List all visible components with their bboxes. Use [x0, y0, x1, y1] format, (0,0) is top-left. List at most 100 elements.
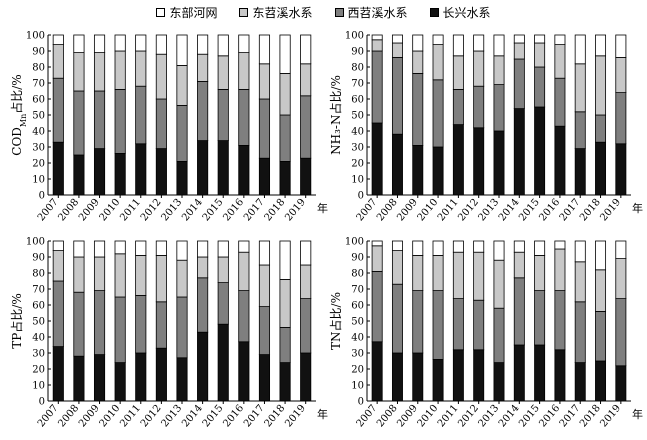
bar-segment-nh3-n — [391, 34, 403, 44]
x-tick-label-nh3-n: 2016 — [537, 197, 562, 224]
bar-segment-tp — [73, 355, 85, 402]
y-tick-label-nh3-n: 30 — [351, 143, 364, 154]
bar-segment-tn — [513, 251, 525, 279]
y-tick-label-tp: 50 — [32, 317, 45, 328]
y-tick-label-cod-mn: 100 — [26, 31, 45, 42]
bar-segment-tp — [300, 352, 312, 402]
bar-segment-tn — [554, 248, 566, 291]
bar-segment-nh3-n — [432, 79, 444, 148]
bar-segment-cod-mn — [197, 140, 209, 196]
bar-segment-cod-mn — [217, 140, 229, 196]
bar-segment-tn — [371, 341, 383, 402]
bar-segment-cod-mn — [197, 81, 209, 142]
x-tick-label-cod-mn: 2019 — [283, 197, 308, 224]
bar-segment-tp — [93, 240, 106, 258]
bar-segment-tn — [473, 240, 485, 253]
bar-segment-tp — [114, 296, 126, 363]
x-tick-label-tn: 2019 — [598, 403, 623, 430]
y-tick-label-tp: 30 — [32, 349, 45, 360]
bar-segment-tp — [176, 296, 188, 359]
x-tick-label-tn: 2013 — [477, 403, 502, 430]
y-tick-label-tn: 80 — [351, 269, 364, 280]
bar-segment-cod-mn — [279, 73, 291, 116]
x-tick-label-cod-mn: 2017 — [242, 197, 267, 224]
bar-segment-cod-mn — [258, 98, 271, 159]
bar-segment-tp — [93, 354, 106, 402]
legend-swatch-changxing — [429, 7, 439, 17]
bar-segment-cod-mn — [135, 50, 147, 87]
x-tick-label-tn: 2012 — [456, 403, 481, 430]
bar-segment-cod-mn — [238, 34, 250, 54]
legend-label-west-tiaoxi: 西苕溪水系 — [347, 5, 408, 20]
x-tick-label-tn: 2008 — [375, 403, 400, 430]
x-tick-label-cod-mn: 2015 — [201, 197, 226, 224]
bar-segment-tn — [371, 270, 383, 343]
bar-segment-tn — [493, 362, 505, 402]
bar-segment-nh3-n — [493, 34, 505, 57]
bar-segment-tn — [412, 352, 424, 402]
bar-segment-tn — [412, 290, 424, 354]
x-axis-unit-nh3-n: 年 — [632, 201, 643, 215]
bar-segment-nh3-n — [554, 34, 566, 46]
x-tick-label-tp: 2012 — [139, 403, 164, 430]
bar-segment-tn — [473, 251, 485, 301]
bar-segment-nh3-n — [412, 50, 424, 74]
bar-segment-cod-mn — [73, 154, 85, 196]
bar-segment-tp — [217, 323, 229, 402]
bar-segment-nh3-n — [432, 146, 444, 196]
bar-segment-cod-mn — [279, 160, 291, 196]
x-tick-label-tn: 2014 — [497, 403, 522, 430]
bar-segment-tn — [371, 245, 383, 272]
bar-segment-tp — [135, 254, 147, 296]
y-tick-label-tn: 50 — [351, 317, 364, 328]
bar-segment-tp — [258, 240, 271, 266]
chart-cod-mn: 0102030405060708090100CODMn占比/%200720082… — [9, 31, 328, 224]
bar-segment-tp — [114, 253, 126, 298]
bar-segment-cod-mn — [300, 157, 312, 196]
x-tick-label-tp: 2011 — [118, 403, 143, 430]
y-axis-label-tn: TN占比/% — [328, 292, 343, 350]
legend-item-east-tiaoxi: 东苕溪水系 — [239, 4, 313, 21]
chart-legend: 东部河网 东苕溪水系 西苕溪水系 长兴水系 — [0, 2, 647, 22]
bar-segment-tn — [513, 240, 525, 253]
bar-segment-nh3-n — [371, 50, 383, 124]
bar-segment-tp — [300, 240, 312, 266]
bar-segment-tp — [258, 354, 271, 402]
bar-segment-cod-mn — [258, 63, 271, 100]
x-tick-label-cod-mn: 2009 — [77, 197, 102, 224]
y-tick-label-cod-mn: 0 — [39, 191, 45, 202]
bar-segment-tp — [300, 264, 312, 299]
bar-segment-cod-mn — [135, 34, 147, 52]
bar-segment-tp — [52, 346, 64, 402]
y-tick-label-cod-mn: 40 — [32, 127, 45, 138]
bar-segment-tp — [73, 240, 85, 258]
x-tick-label-nh3-n: 2008 — [375, 197, 400, 224]
bar-segment-tn — [432, 358, 444, 402]
bar-segment-tp — [279, 240, 291, 280]
bar-segment-cod-mn — [217, 34, 229, 57]
bar-segment-cod-mn — [300, 95, 312, 159]
x-tick-label-cod-mn: 2012 — [139, 197, 164, 224]
bar-segment-nh3-n — [371, 39, 383, 52]
bar-segment-tn — [595, 269, 607, 312]
y-tick-label-nh3-n: 80 — [351, 63, 364, 74]
x-tick-label-tn: 2015 — [517, 403, 542, 430]
y-tick-label-nh3-n: 20 — [351, 159, 364, 170]
x-axis-unit-tn: 年 — [632, 407, 643, 421]
x-tick-label-tp: 2014 — [180, 403, 205, 430]
bar-segment-nh3-n — [513, 42, 525, 60]
bar-segment-cod-mn — [279, 34, 291, 74]
bar-segment-nh3-n — [452, 55, 464, 90]
bar-segment-tp — [279, 326, 291, 363]
y-tick-label-tp: 10 — [32, 381, 45, 392]
y-tick-label-tn: 0 — [358, 397, 364, 408]
bar-segment-tn — [554, 290, 566, 351]
x-tick-label-nh3-n: 2014 — [497, 197, 522, 224]
bar-segment-tn — [371, 240, 383, 247]
bar-segment-cod-mn — [238, 89, 250, 146]
y-axis-label-tp: TP占比/% — [9, 293, 24, 349]
y-tick-label-nh3-n: 70 — [351, 79, 364, 90]
chart-tp: 0102030405060708090100TP占比/%200720082009… — [9, 237, 328, 430]
bar-segment-nh3-n — [554, 44, 566, 79]
y-tick-label-tp: 20 — [32, 365, 45, 376]
